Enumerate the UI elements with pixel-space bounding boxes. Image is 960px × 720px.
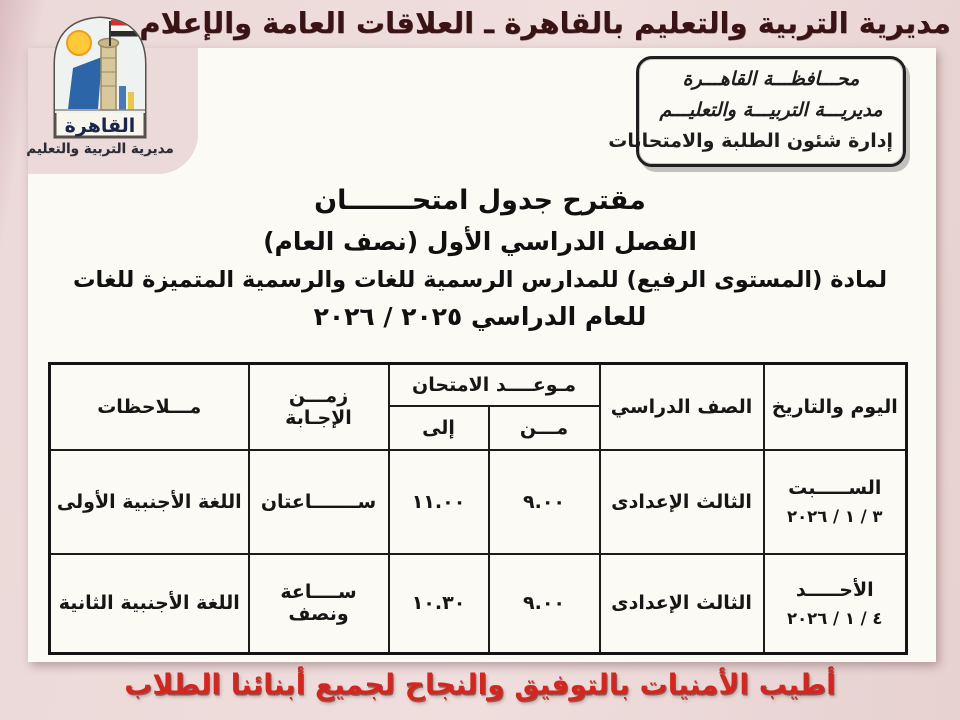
exam-schedule-table-wrap: اليوم والتاريخ الصف الدراسي مـوعــــد ال… — [48, 362, 909, 655]
cairo-tower-icon — [100, 43, 117, 111]
logo-org-label: مديرية التربية والتعليم — [26, 141, 174, 157]
day-name: الأحـــــد — [795, 578, 874, 601]
header-notes: مـــلاحظات — [48, 362, 250, 451]
stamp-directorate: مديريـــة التربيـــة والتعليـــم — [659, 99, 883, 121]
title-line-subject: لمادة (المستوى الرفيع) للمدارس الرسمية ل… — [72, 267, 888, 293]
cell-duration: ســــاعة ونصف — [247, 552, 390, 655]
day-name: الســـــبت — [788, 477, 882, 499]
cell-day-date: الأحـــــد ٤ / ١ / ٢٠٢٦ — [762, 552, 908, 655]
header-duration: زمـــن الإجـابة — [247, 362, 390, 451]
sun-icon — [66, 30, 92, 56]
footer-message: أطيب الأمنيات بالتوفيق والنجاح لجميع أبن… — [124, 668, 836, 701]
cell-duration: ســـــــاعتان — [247, 448, 390, 555]
header-to: إلى — [387, 404, 490, 451]
sail-icon — [68, 57, 102, 109]
official-stamp: محـــافظـــة القاهـــرة مديريـــة التربي… — [608, 56, 906, 167]
cell-to: ١٠.٣٠ — [387, 552, 490, 655]
building-window-blue — [119, 86, 126, 110]
cell-grade: الثالث الإعدادى — [598, 552, 765, 655]
exam-schedule-table: اليوم والتاريخ الصف الدراسي مـوعــــد ال… — [48, 362, 909, 655]
stamp-governorate: محـــافظـــة القاهـــرة — [682, 68, 860, 90]
table-row: الأحـــــد ٤ / ١ / ٢٠٢٦ الثالث الإعدادى … — [48, 552, 908, 655]
cell-from: ٩.٠٠ — [487, 448, 601, 555]
logo-city-label: القاهرة — [65, 115, 136, 137]
cell-from: ٩.٠٠ — [487, 552, 601, 655]
cell-grade: الثالث الإعدادى — [598, 448, 765, 555]
page-title: مديرية التربية والتعليم بالقاهرة ـ العلا… — [139, 6, 951, 40]
document-title-block: مقترح جدول امتحـــــــان الفصل الدراسي ا… — [40, 185, 920, 331]
title-line-proposal: مقترح جدول امتحـــــــان — [314, 185, 646, 216]
cell-to: ١١.٠٠ — [387, 448, 490, 555]
table-row: الســـــبت ٣ / ١ / ٢٠٢٦ الثالث الإعدادى … — [48, 448, 908, 555]
building-window-yellow — [128, 92, 134, 110]
title-line-year: للعام الدراسي ٢٠٢٥ / ٢٠٢٦ — [313, 302, 647, 331]
day-date: ٣ / ١ / ٢٠٢٦ — [787, 507, 883, 526]
stamp-department: إدارة شئون الطلبة والامتحانات — [608, 130, 893, 152]
day-date: ٤ / ١ / ٢٠٢٦ — [787, 608, 883, 628]
cell-notes: اللغة الأجنبية الثانية — [48, 552, 250, 655]
cairo-directorate-logo: القاهرة مديرية التربية والتعليم — [16, 8, 184, 157]
cell-day-date: الســـــبت ٣ / ١ / ٢٠٢٦ — [762, 448, 908, 555]
header-from: مـــن — [487, 404, 601, 451]
header-day-date: اليوم والتاريخ — [762, 362, 908, 451]
tower-top — [97, 37, 120, 49]
header-exam-time: مـوعــــد الامتحان — [387, 362, 601, 407]
header-grade: الصف الدراسي — [598, 362, 765, 451]
cell-notes: اللغة الأجنبية الأولى — [48, 448, 250, 555]
title-line-semester: الفصل الدراسي الأول (نصف العام) — [263, 227, 697, 256]
logo-arch-emblem: القاهرة — [53, 16, 147, 139]
